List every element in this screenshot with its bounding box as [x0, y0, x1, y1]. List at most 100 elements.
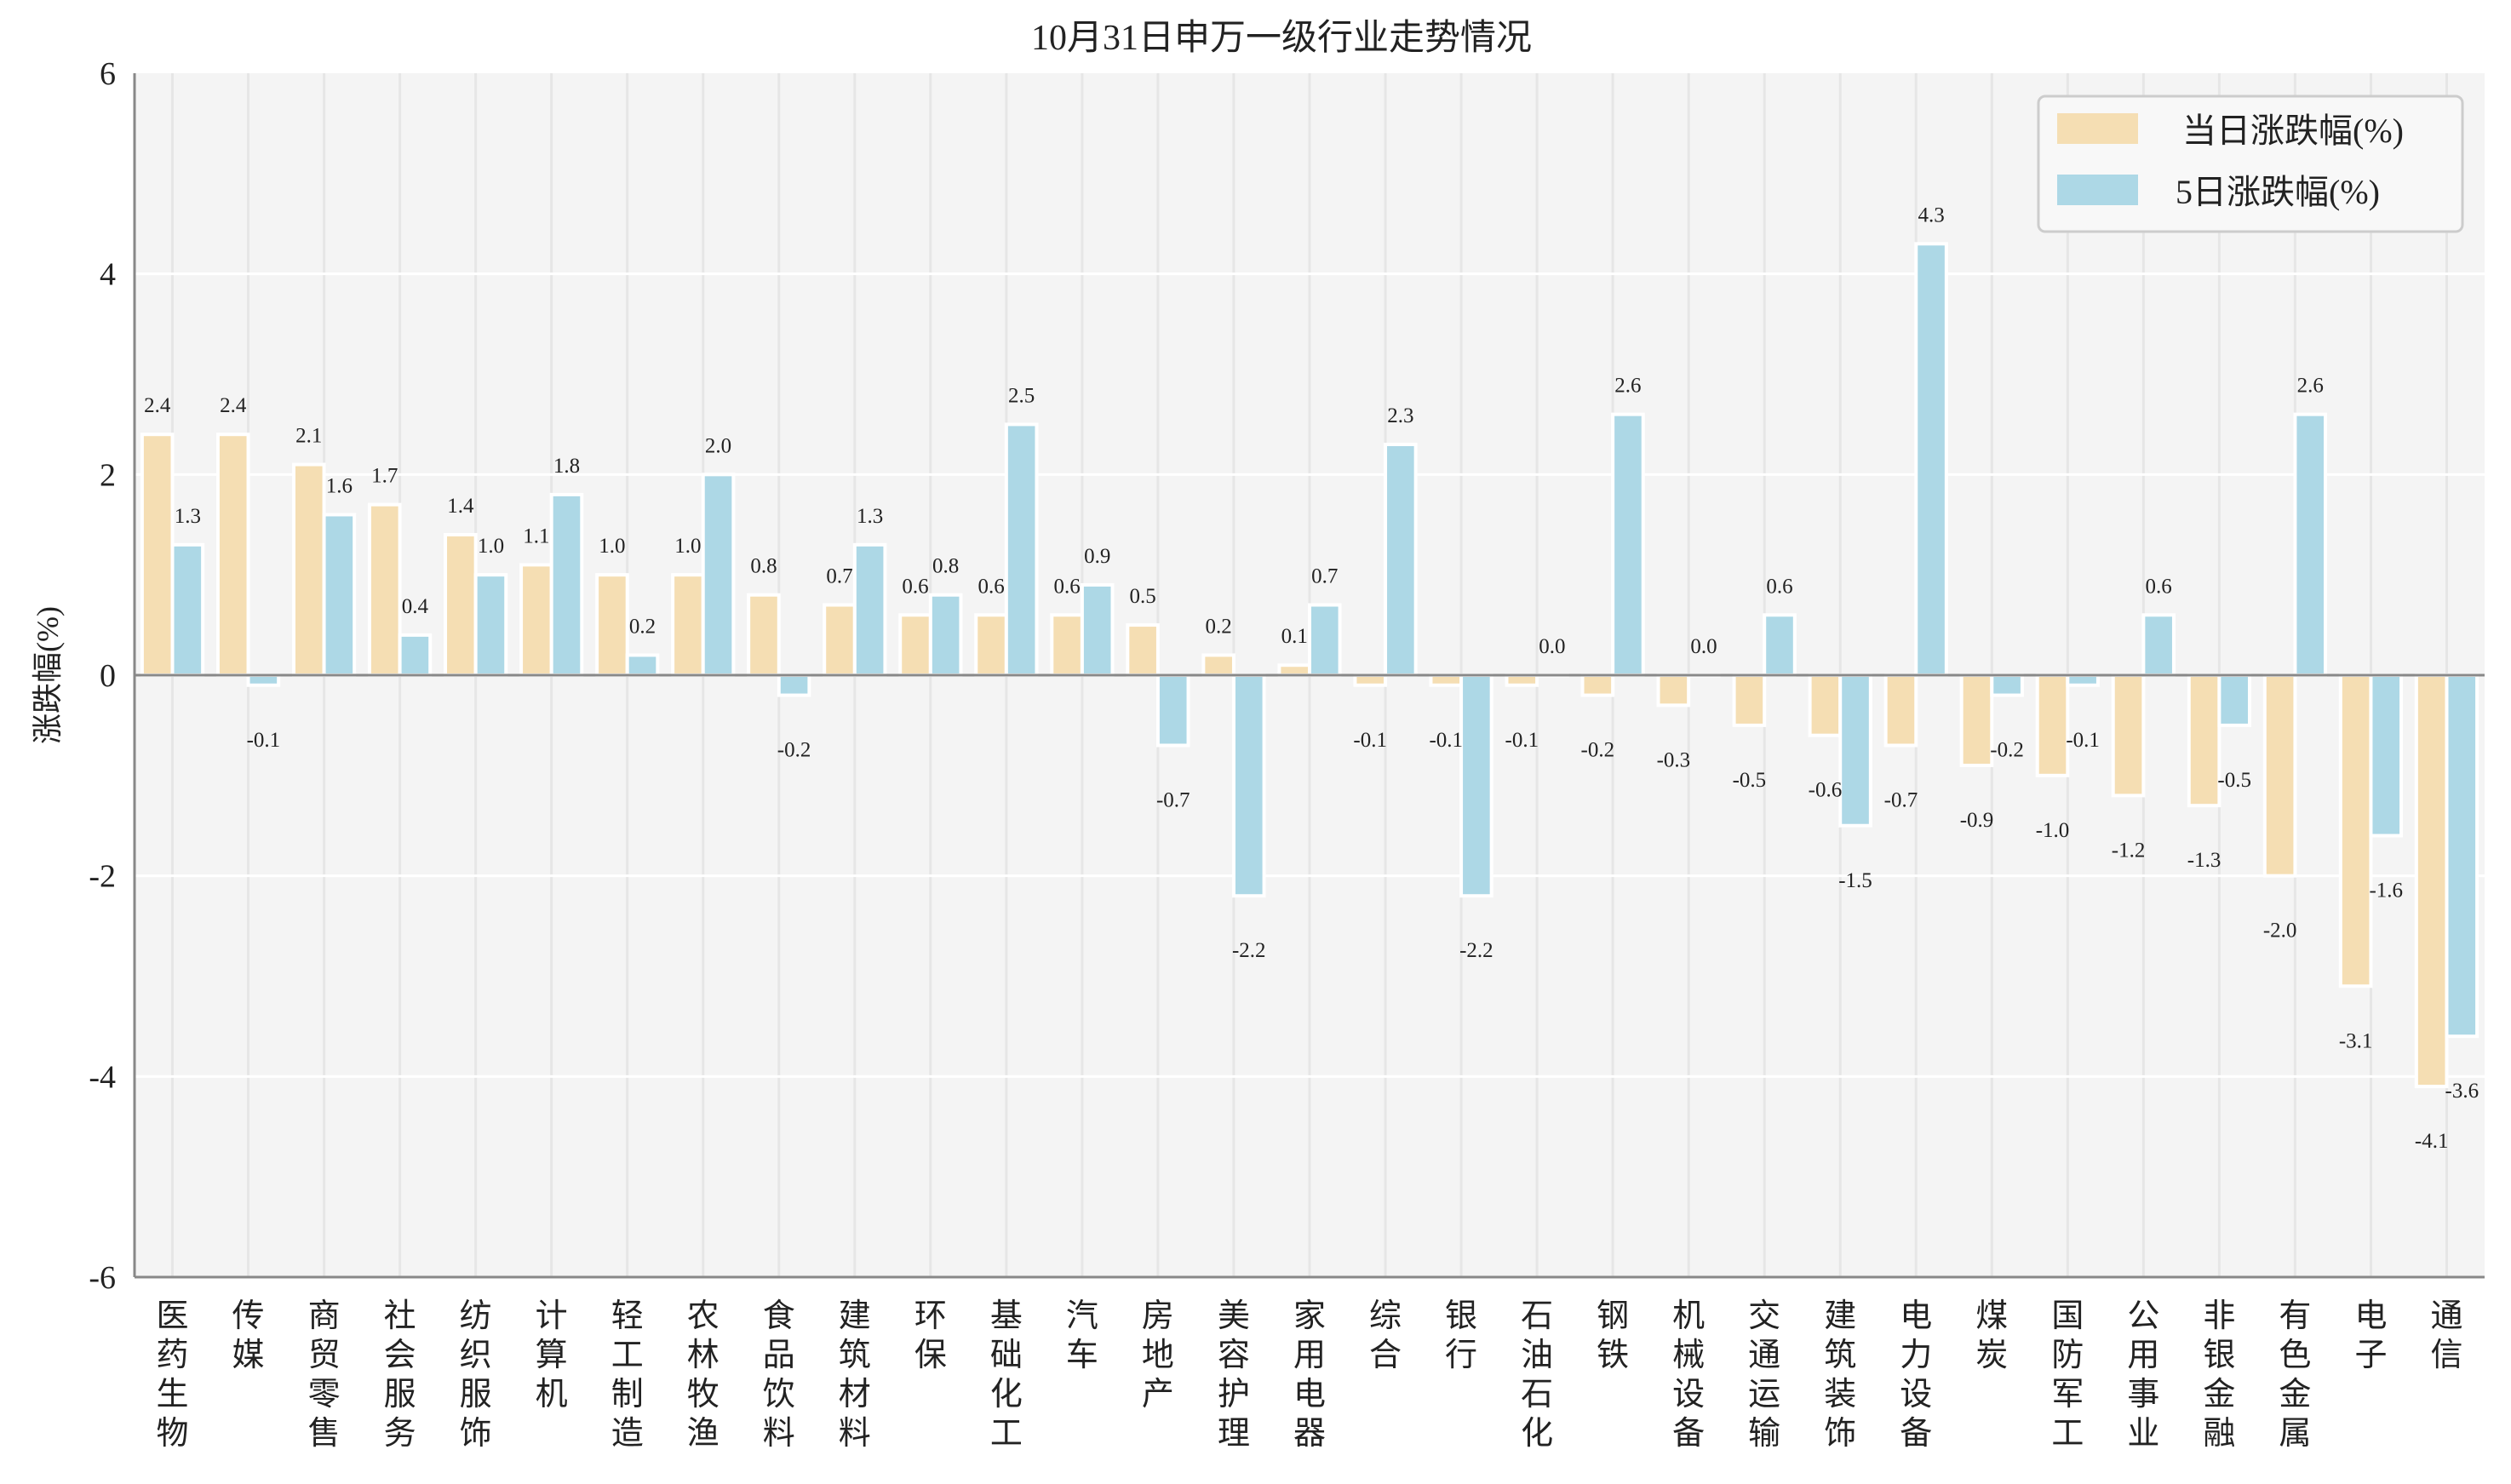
bar-daily: [1580, 673, 1615, 697]
bar-5day: [777, 673, 811, 697]
bar-5day: [1080, 582, 1115, 678]
data-label-daily: -1.0: [2036, 819, 2070, 842]
bar-daily: [974, 613, 1008, 677]
data-label-daily: -0.1: [1429, 729, 1463, 752]
data-label-daily: -0.6: [1809, 779, 1843, 802]
bar-5day: [1459, 673, 1493, 898]
data-label-5day: -0.7: [1156, 788, 1190, 811]
data-label-daily: 0.8: [750, 555, 777, 578]
data-label-5day: -1.6: [2369, 880, 2403, 902]
bar-5day: [1384, 442, 1418, 677]
bar-daily: [291, 462, 326, 677]
bar-daily: [140, 433, 175, 677]
y-tick-label: 2: [100, 457, 116, 493]
data-label-5day: 0.6: [1766, 575, 1792, 598]
x-category-label: 汽车: [1066, 1298, 1098, 1373]
bar-daily: [2111, 673, 2146, 798]
data-label-daily: -0.9: [1960, 809, 1994, 832]
x-category-label: 农林牧渔: [687, 1298, 719, 1452]
data-label-5day: 2.5: [1008, 384, 1035, 407]
bar-5day: [2369, 673, 2404, 838]
x-category-label: 基础化工: [990, 1298, 1023, 1452]
data-label-daily: 0.2: [1206, 615, 1232, 638]
data-label-daily: -0.1: [1505, 729, 1539, 752]
x-category-label: 银行: [1445, 1298, 1477, 1373]
data-label-daily: -3.1: [2339, 1029, 2373, 1052]
data-label-5day: 0.9: [1084, 545, 1110, 568]
x-category-label: 传媒: [232, 1298, 265, 1373]
data-label-daily: 1.0: [674, 535, 701, 558]
bar-daily: [2187, 673, 2221, 808]
data-label-daily: 2.1: [295, 425, 322, 448]
x-category-label: 公用事业: [2127, 1298, 2159, 1452]
legend: 当日涨跌幅(%) 5日涨跌幅(%): [2037, 95, 2464, 233]
data-label-daily: 0.6: [977, 575, 1004, 598]
bar-5day: [322, 513, 357, 678]
bar-5day: [1838, 673, 1872, 828]
data-label-5day: -0.2: [1990, 739, 2024, 762]
bar-daily: [823, 603, 857, 677]
bar-5day: [852, 542, 887, 677]
x-category-label: 医药生物: [157, 1298, 189, 1452]
data-label-5day: 1.3: [175, 505, 201, 528]
x-category-label: 房地产: [1142, 1298, 1174, 1412]
data-label-daily: 2.4: [144, 394, 171, 417]
bar-5day: [473, 573, 508, 678]
y-tick-label: 4: [100, 257, 116, 293]
data-label-daily: -0.3: [1657, 748, 1691, 771]
data-label-5day: 0.6: [2146, 575, 2172, 598]
legend-label-daily: 当日涨跌幅(%): [2182, 112, 2404, 150]
data-label-5day: 0.2: [629, 615, 656, 638]
data-label-5day: 2.3: [1387, 404, 1413, 427]
x-category-label: 综合: [1369, 1298, 1402, 1373]
legend-box: [2037, 95, 2464, 233]
bar-daily: [2262, 673, 2297, 878]
bar-5day: [1231, 673, 1266, 898]
bar-5day: [549, 492, 584, 678]
data-label-5day: -2.2: [1459, 939, 1493, 962]
data-label-daily: -0.1: [1353, 729, 1387, 752]
data-label-5day: 2.0: [705, 434, 731, 457]
data-label-5day: 1.8: [553, 455, 580, 478]
data-label-daily: -0.2: [1581, 739, 1615, 762]
bar-daily: [595, 573, 629, 678]
bar-daily: [1429, 673, 1464, 687]
bar-5day: [1990, 673, 2024, 697]
bar-daily: [1353, 673, 1388, 687]
x-category-label: 家用电器: [1293, 1298, 1326, 1452]
bar-5day: [2066, 673, 2100, 687]
bar-5day: [1004, 422, 1039, 677]
bar-daily: [1277, 663, 1311, 678]
bar-5day: [1155, 673, 1190, 748]
bar-5day: [701, 473, 736, 677]
y-tick-label: -6: [89, 1260, 116, 1296]
data-label-daily: 0.1: [1281, 625, 1308, 648]
bar-daily: [2338, 673, 2373, 988]
data-label-5day: -2.2: [1232, 939, 1266, 962]
bar-5day: [170, 542, 205, 677]
bar-daily: [671, 573, 705, 678]
y-tick-label: -4: [89, 1059, 116, 1095]
bar-5day: [2445, 673, 2479, 1039]
data-label-5day: 2.6: [1614, 375, 1641, 398]
bar-daily: [1201, 653, 1235, 678]
data-label-daily: 2.4: [220, 394, 247, 417]
bar-5day: [246, 673, 281, 687]
bar-daily: [898, 613, 932, 677]
data-label-daily: -1.3: [2187, 849, 2221, 872]
x-category-label: 轻工制造: [611, 1298, 644, 1452]
data-label-daily: -0.5: [1733, 769, 1767, 792]
bar-5day: [2293, 412, 2328, 677]
data-label-5day: -0.5: [2217, 769, 2251, 792]
bar-daily: [1126, 623, 1160, 677]
bar-5day: [1763, 613, 1797, 677]
data-label-daily: -0.7: [1884, 788, 1918, 811]
bar-5day: [2141, 613, 2176, 677]
bar-5day: [1914, 242, 1948, 677]
data-label-daily: 1.0: [599, 535, 625, 558]
chart-title: 10月31日申万一级行业走势情况: [1031, 19, 1532, 58]
bar-daily: [1656, 673, 1691, 708]
bar-5day: [625, 653, 660, 678]
data-label-5day: 4.3: [1918, 203, 1944, 226]
